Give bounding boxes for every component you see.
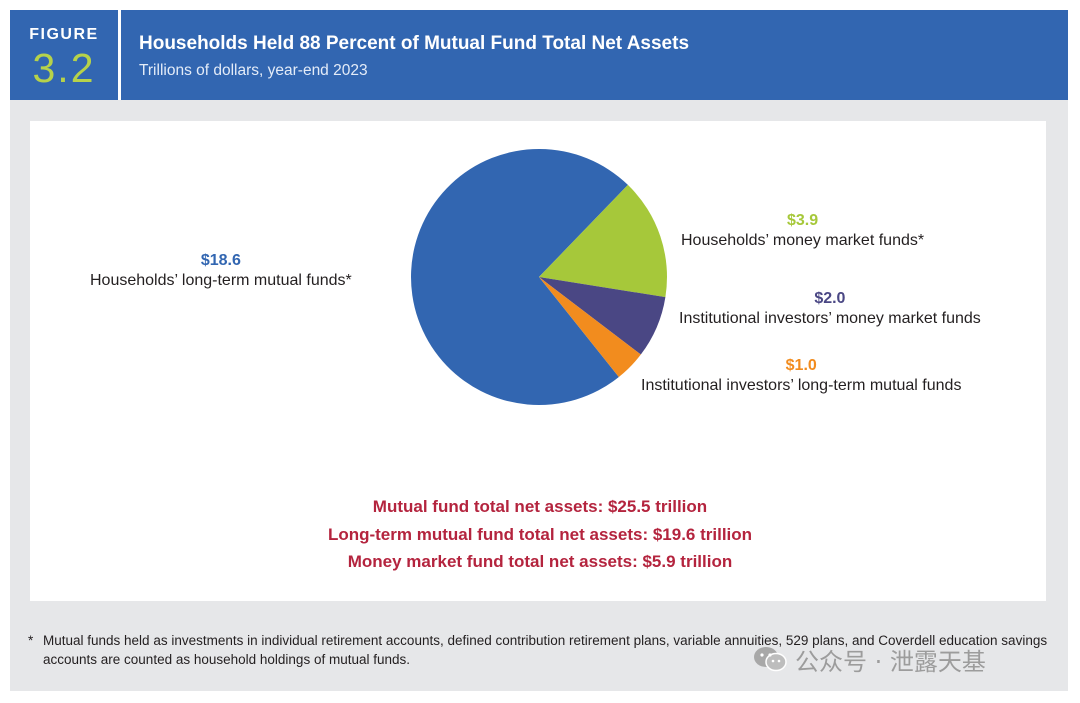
footnote-marker: * xyxy=(28,633,34,648)
slice-label-institutional-money-market: $2.0 Institutional investors’ money mark… xyxy=(679,289,981,329)
slice-value: $2.0 xyxy=(814,290,846,307)
chart-title: Households Held 88 Percent of Mutual Fun… xyxy=(139,33,690,54)
chart-subtitle: Trillions of dollars, year-end 2023 xyxy=(139,62,368,79)
pie-slice-households-money-market xyxy=(539,184,667,298)
slice-value: $3.9 xyxy=(786,212,819,229)
slice-label-households-money-market: $3.9 Households’ money market funds* xyxy=(681,211,924,251)
pie-slice-households-long-term xyxy=(411,148,628,405)
wechat-icon xyxy=(754,647,787,672)
slice-category: Households’ money market funds* xyxy=(681,232,925,249)
pie-slice-institutional-money-market xyxy=(539,277,666,355)
watermark: 公众号 · 泄露天基 xyxy=(753,645,986,676)
slice-label-institutional-long-term: $1.0 Institutional investors’ long-term … xyxy=(641,356,961,396)
slice-category: Institutional investors’ long-term mutua… xyxy=(641,377,962,394)
total-mutual-funds: Mutual fund total net assets: $25.5 tril… xyxy=(372,497,708,516)
figure-header: FIGURE 3.2 Households Held 88 Percent of… xyxy=(10,10,1068,100)
watermark-text: 公众号 · 泄露天基 xyxy=(795,647,986,676)
total-money-market-funds: Money market fund total net assets: $5.9… xyxy=(347,552,733,571)
slice-value: $1.0 xyxy=(785,357,817,374)
total-long-term-funds: Long-term mutual fund total net assets: … xyxy=(327,525,753,544)
slice-value: $18.6 xyxy=(200,252,241,269)
figure-badge: FIGURE 3.2 xyxy=(10,10,121,100)
figure-number: 3.2 xyxy=(32,45,96,91)
footnote: * Mutual funds held as investments in in… xyxy=(28,631,1048,669)
pie-slice-institutional-long-term xyxy=(539,277,641,378)
footnote-text: Mutual funds held as investments in indi… xyxy=(43,633,1048,667)
figure-label: FIGURE xyxy=(29,26,99,43)
slice-category: Households’ long-term mutual funds* xyxy=(90,272,352,289)
slice-label-households-long-term: $18.6 Households’ long-term mutual funds… xyxy=(90,251,352,291)
slice-category: Institutional investors’ money market fu… xyxy=(679,310,981,327)
